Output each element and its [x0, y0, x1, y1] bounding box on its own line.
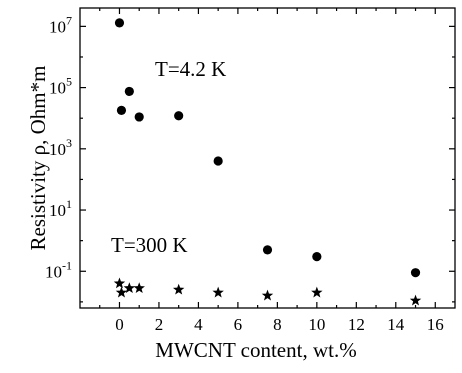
plot-border	[79, 7, 456, 309]
data-point-circle	[114, 18, 125, 28]
data-point-star	[113, 277, 126, 289]
data-point-circle	[410, 268, 421, 278]
x-tick-label: 6	[234, 315, 243, 334]
data-point-circle	[116, 105, 127, 115]
data-point-circle	[174, 111, 184, 121]
data-point-star	[409, 294, 422, 306]
x-axis-label: MWCNT content, wt.%	[155, 338, 356, 362]
x-tick-label: 12	[348, 315, 365, 334]
data-point-star	[172, 283, 185, 295]
data-point-star	[115, 286, 128, 298]
plot-frame	[79, 7, 456, 309]
data-point-star	[123, 282, 136, 294]
x-tick-label: 8	[273, 315, 282, 334]
y-tick-label: 10-1	[45, 258, 72, 281]
data-point-circle	[134, 112, 144, 122]
data-point-star	[133, 282, 145, 294]
data-markers	[113, 18, 422, 306]
x-tick-label: 14	[387, 315, 405, 334]
y-tick-label: 101	[49, 197, 72, 220]
data-point-circle	[312, 252, 322, 262]
y-axis-label: Resistivity ρ, Ohm*m	[26, 66, 50, 251]
x-tick-label: 0	[115, 315, 124, 334]
x-tick-label: 16	[427, 315, 444, 334]
data-point-circle	[124, 86, 134, 97]
data-point-star	[311, 286, 323, 298]
x-tick-label: 4	[194, 315, 203, 334]
data-point-star	[212, 286, 224, 298]
x-tick-label: 2	[155, 315, 164, 334]
data-point-star	[261, 289, 274, 301]
y-axis-ticks: 10-1 101 103 105 107	[45, 13, 455, 303]
data-point-circle	[213, 156, 223, 166]
annotation-room-temperature: T=300 K	[111, 233, 188, 257]
data-point-circle	[262, 245, 273, 255]
y-tick-label: 103	[49, 136, 72, 159]
y-tick-label: 107	[49, 13, 72, 36]
y-tick-label: 105	[49, 75, 72, 98]
x-axis-ticks: 0 2 4 6 8 10 12 14 16	[99, 8, 444, 334]
x-tick-label: 10	[308, 315, 325, 334]
annotation-low-temperature: T=4.2 K	[155, 57, 226, 81]
